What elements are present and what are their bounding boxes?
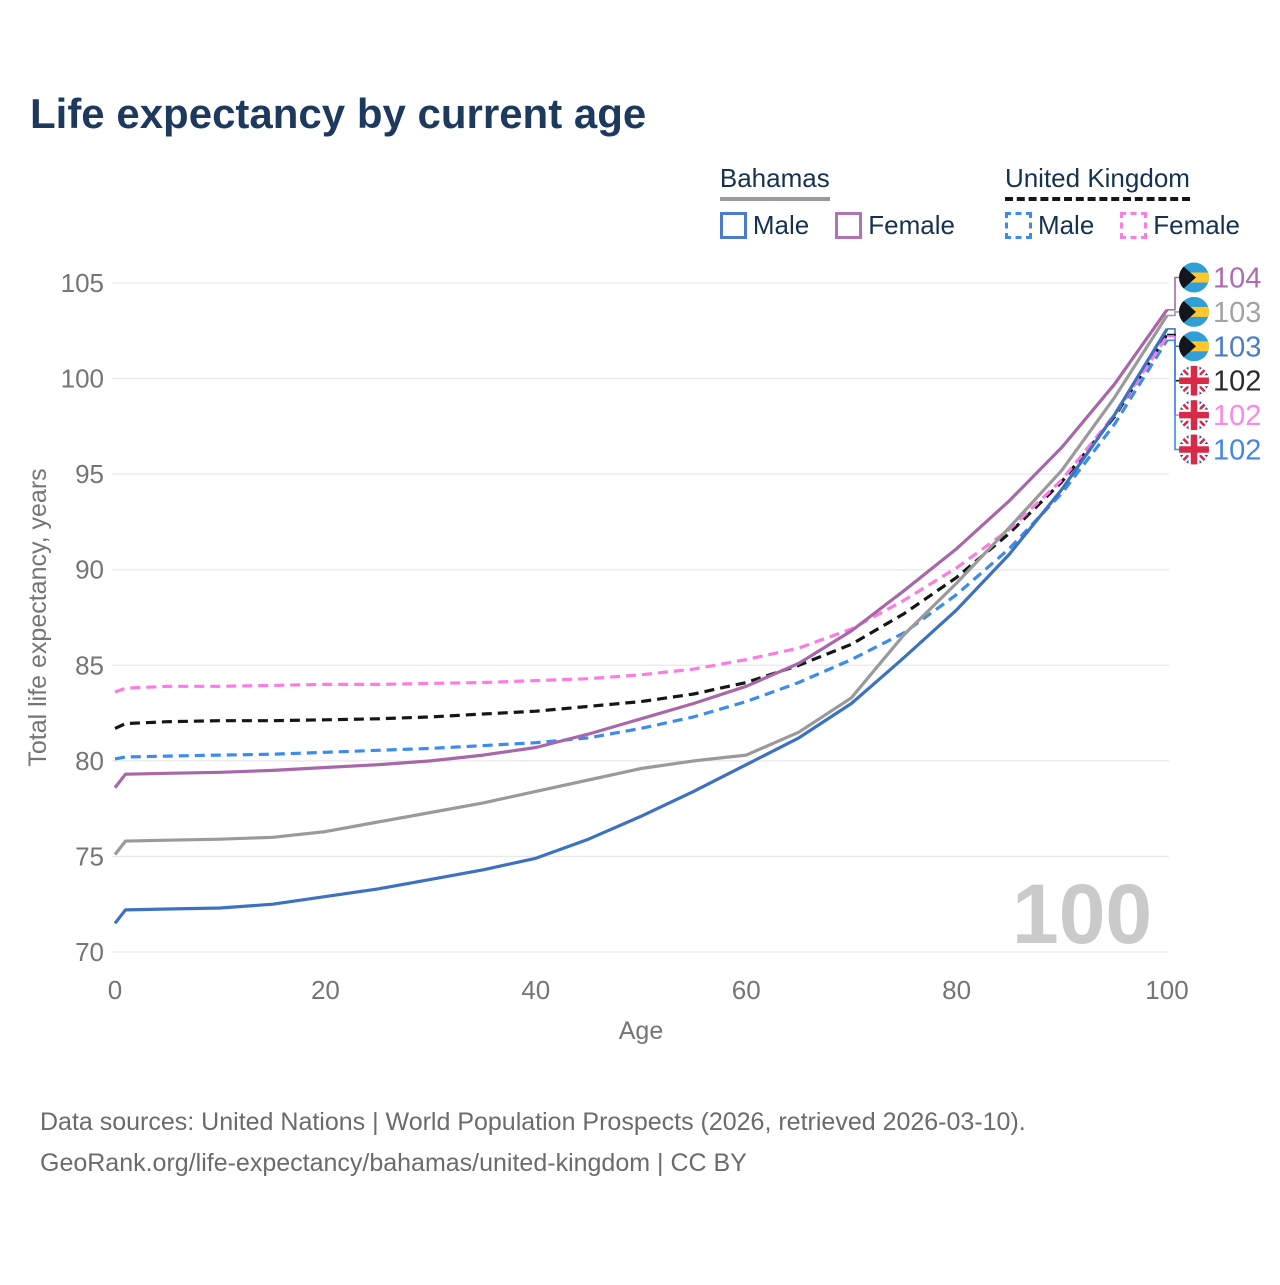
end-value-label: 103 <box>1213 331 1261 363</box>
footer: Data sources: United Nations | World Pop… <box>40 1102 1026 1184</box>
x-tick-label: 40 <box>521 975 550 1005</box>
uk-flag-icon <box>1179 365 1209 396</box>
x-tick-label: 60 <box>732 975 761 1005</box>
y-axis-title: Total life expectancy, years <box>24 468 52 766</box>
uk-flag-icon <box>1179 400 1209 431</box>
series-line-bahamas-male <box>113 328 1169 925</box>
legend-item-bahamas-male[interactable]: Male <box>719 210 810 241</box>
leader-line <box>1167 276 1179 311</box>
end-value-label: 102 <box>1213 435 1261 467</box>
end-value-label: 102 <box>1213 366 1261 398</box>
leader-line <box>1167 339 1179 451</box>
uk-female-swatch-icon <box>1120 212 1148 239</box>
x-axis-title: Age <box>619 1017 663 1045</box>
bahamas-female-swatch-icon <box>835 212 863 239</box>
y-tick-label: 80 <box>75 746 104 776</box>
legend: Bahamas Male Female United Kingdom Male … <box>719 163 1240 241</box>
legend-item-uk-male[interactable]: Male <box>1004 210 1095 241</box>
legend-country-bahamas: Bahamas <box>719 163 830 201</box>
series-line-united-kingdom-male <box>114 339 1169 761</box>
y-tick-label: 70 <box>75 937 104 967</box>
series-line-united-kingdom-female <box>114 335 1169 694</box>
y-tick-label: 75 <box>75 841 104 871</box>
legend-country-united-kingdom: United Kingdom <box>1004 163 1190 201</box>
bahamas-flag-icon <box>1179 331 1209 362</box>
leader-line <box>1167 333 1179 382</box>
leader-line <box>1167 328 1179 348</box>
y-tick-label: 95 <box>75 459 104 489</box>
y-tick-label: 105 <box>61 268 104 298</box>
y-tick-label: 85 <box>75 650 104 680</box>
x-tick-label: 80 <box>942 975 971 1005</box>
end-value-label: 102 <box>1213 400 1261 432</box>
bahamas-flag-icon <box>1179 296 1209 327</box>
bahamas-flag-icon <box>1179 262 1209 293</box>
series-line-bahamas <box>113 314 1169 856</box>
age-counter-watermark: 100 <box>1012 867 1153 961</box>
attribution-line: GeoRank.org/life-expectancy/bahamas/unit… <box>40 1149 747 1177</box>
data-sources-line: Data sources: United Nations | World Pop… <box>40 1108 1026 1136</box>
leader-line <box>1167 335 1179 416</box>
legend-group-bahamas: Bahamas Male Female <box>719 163 955 241</box>
y-tick-label: 90 <box>75 555 104 585</box>
uk-flag-icon <box>1179 434 1209 465</box>
x-tick-label: 20 <box>311 975 340 1005</box>
end-value-label: 104 <box>1213 263 1261 295</box>
end-value-label: 103 <box>1213 297 1261 329</box>
legend-item-uk-female[interactable]: Female <box>1120 210 1240 241</box>
legend-item-bahamas-female[interactable]: Female <box>835 210 955 241</box>
bahamas-male-swatch-icon <box>719 212 747 239</box>
uk-male-swatch-icon <box>1004 212 1032 239</box>
legend-item-label: Male <box>1037 210 1095 240</box>
x-tick-label: 0 <box>108 975 122 1005</box>
chart-title: Life expectancy by current age <box>30 90 647 137</box>
y-tick-label: 100 <box>61 364 104 394</box>
x-tick-label: 100 <box>1145 975 1188 1005</box>
legend-item-label: Female <box>1153 210 1240 240</box>
legend-item-label: Male <box>752 210 810 240</box>
legend-item-label: Female <box>868 210 955 240</box>
legend-group-united-kingdom: United Kingdom Male Female <box>1004 163 1240 241</box>
series-line-bahamas-female <box>113 308 1169 789</box>
leader-line <box>1167 311 1179 317</box>
